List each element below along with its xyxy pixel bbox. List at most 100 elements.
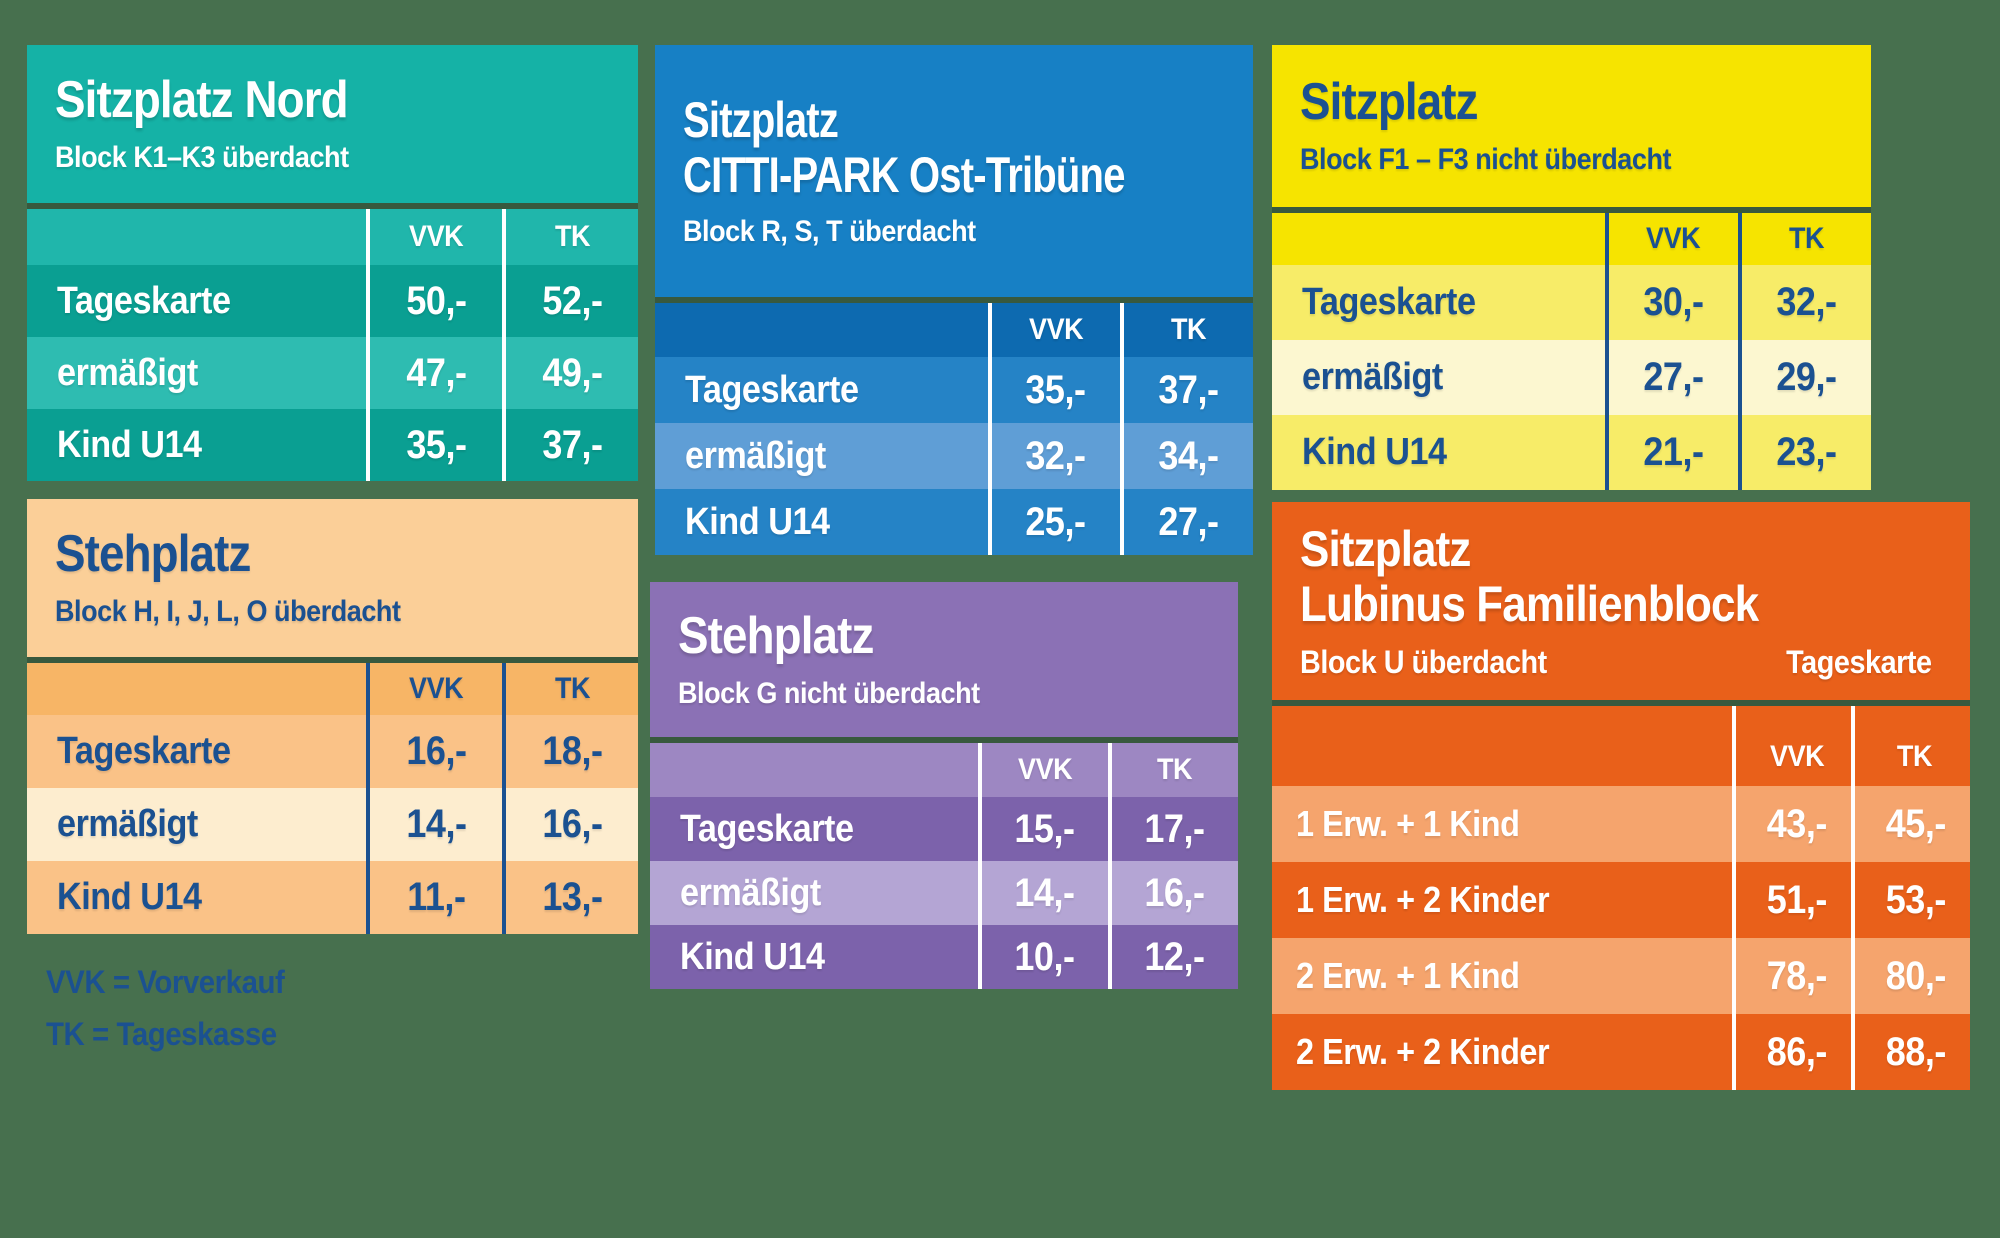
price-vvk: 86,- <box>1732 1014 1851 1090</box>
price-tk: 29,- <box>1738 340 1871 415</box>
price-row: ermäßigt 32,- 34,- <box>655 423 1253 489</box>
price-vvk: 43,- <box>1732 786 1851 862</box>
row-label: Tageskarte <box>57 730 231 772</box>
price-row: ermäßigt 47,- 49,- <box>27 337 638 409</box>
column-header-tk: TK <box>502 209 638 265</box>
price-vvk: 35,- <box>987 357 1121 423</box>
price-vvk: 14,- <box>366 788 502 861</box>
price-tk: 16,- <box>1107 861 1238 925</box>
block-label: Block U überdacht <box>1300 643 1547 680</box>
price-vvk: 50,- <box>366 265 502 337</box>
legend: VVK = Vorverkauf TK = Tageskasse <box>46 956 305 1060</box>
table-subtitle: Block F1 – F3 nicht überdacht <box>1300 143 1672 177</box>
table-header: Sitzplatz CITTI-PARK Ost-Tribüne Block R… <box>655 45 1253 297</box>
price-table-sitzplatz-citti-park: Sitzplatz CITTI-PARK Ost-Tribüne Block R… <box>655 45 1253 555</box>
legend-vvk: VVK = Vorverkauf <box>46 964 285 1000</box>
price-tk: 37,- <box>1120 357 1253 423</box>
price-row: Tageskarte 35,- 37,- <box>655 357 1253 423</box>
tageskarte-label: Tageskarte <box>1786 643 1933 680</box>
row-label: Kind U14 <box>57 876 202 918</box>
empty-corner-cell <box>1272 706 1732 786</box>
price-grid: VVK TK Tageskarte 50,- 52,- ermäßigt 47,… <box>27 203 638 481</box>
row-label: Tageskarte <box>1302 281 1476 323</box>
price-row: 1 Erw. + 2 Kinder 51,- 53,- <box>1272 862 1970 938</box>
price-tk: 17,- <box>1107 797 1238 861</box>
table-title: Stehplatz <box>678 606 874 665</box>
price-table-sitzplatz-nord: Sitzplatz Nord Block K1–K3 überdacht VVK… <box>27 45 638 481</box>
row-label: Tageskarte <box>680 807 854 850</box>
table-subtitle: Block U überdacht Tageskarte <box>1300 644 1942 681</box>
table-title: Sitzplatz <box>1300 73 1479 132</box>
column-header-row: VVK TK <box>27 663 638 715</box>
divider-shadow <box>650 737 1238 743</box>
price-row: Kind U14 25,- 27,- <box>655 489 1253 555</box>
table-subtitle: Block K1–K3 überdacht <box>55 141 349 175</box>
row-label: ermäßigt <box>685 434 826 477</box>
row-label: ermäßigt <box>680 871 821 914</box>
table-subtitle: Block G nicht überdacht <box>678 676 980 710</box>
price-grid: VVK TK 1 Erw. + 1 Kind 43,- 45,- 1 Erw. … <box>1272 700 1970 1090</box>
price-row: 2 Erw. + 2 Kinder 86,- 88,- <box>1272 1014 1970 1090</box>
price-row: 2 Erw. + 1 Kind 78,- 80,- <box>1272 938 1970 1014</box>
column-header-vvk: VVK <box>1732 706 1851 786</box>
price-tk: 88,- <box>1851 1014 1970 1090</box>
row-label: 2 Erw. + 1 Kind <box>1296 955 1520 996</box>
price-tk: 32,- <box>1738 265 1871 340</box>
table-title-line1: Sitzplatz <box>683 91 839 148</box>
column-header-tk: TK <box>1738 213 1871 265</box>
column-header-row: VVK TK <box>1272 706 1970 786</box>
row-label: ermäßigt <box>1302 356 1443 398</box>
price-table-sitzplatz-f1-f3: Sitzplatz Block F1 – F3 nicht überdacht … <box>1272 45 1871 490</box>
table-title: Sitzplatz Nord <box>55 71 349 130</box>
table-title-line1: Sitzplatz <box>1300 520 1471 577</box>
price-grid: VVK TK Tageskarte 16,- 18,- ermäßigt 14,… <box>27 657 638 934</box>
price-vvk: 10,- <box>977 925 1108 989</box>
column-header-tk: TK <box>1851 706 1970 786</box>
price-tk: 80,- <box>1851 938 1970 1014</box>
price-table-stehplatz-block-g: Stehplatz Block G nicht überdacht VVK TK… <box>650 582 1238 989</box>
price-row: ermäßigt 14,- 16,- <box>650 861 1238 925</box>
row-label: Kind U14 <box>685 500 830 543</box>
price-row: Kind U14 21,- 23,- <box>1272 415 1871 490</box>
table-header: Sitzplatz Block F1 – F3 nicht überdacht <box>1272 45 1871 207</box>
price-row: 1 Erw. + 1 Kind 43,- 45,- <box>1272 786 1970 862</box>
column-header-vvk: VVK <box>366 663 502 715</box>
price-vvk: 15,- <box>977 797 1108 861</box>
divider-shadow <box>1272 700 1970 706</box>
table-header: Stehplatz Block H, I, J, L, O überdacht <box>27 499 638 657</box>
table-title-line2: Lubinus Familienblock <box>1300 575 1759 632</box>
empty-corner-cell <box>1272 213 1605 265</box>
price-row: Tageskarte 50,- 52,- <box>27 265 638 337</box>
price-tk: 34,- <box>1120 423 1253 489</box>
column-header-row: VVK TK <box>655 303 1253 357</box>
price-vvk: 51,- <box>1732 862 1851 938</box>
column-header-tk: TK <box>1120 303 1253 357</box>
price-grid: VVK TK Tageskarte 15,- 17,- ermäßigt 14,… <box>650 737 1238 989</box>
price-table-stehplatz-covered: Stehplatz Block H, I, J, L, O überdacht … <box>27 499 638 934</box>
price-tk: 27,- <box>1120 489 1253 555</box>
price-row: Tageskarte 30,- 32,- <box>1272 265 1871 340</box>
divider-shadow <box>27 203 638 209</box>
price-vvk: 47,- <box>366 337 502 409</box>
table-subtitle: Block H, I, J, L, O überdacht <box>55 595 401 629</box>
price-vvk: 30,- <box>1605 265 1738 340</box>
table-title-line2: CITTI-PARK Ost-Tribüne <box>683 146 1125 203</box>
column-header-tk: TK <box>1107 743 1238 797</box>
legend-tk: TK = Tageskasse <box>46 1016 277 1052</box>
column-header-vvk: VVK <box>977 743 1108 797</box>
price-tk: 52,- <box>502 265 638 337</box>
price-tk: 16,- <box>502 788 638 861</box>
empty-corner-cell <box>655 303 988 357</box>
row-label: Kind U14 <box>57 423 202 466</box>
row-label: ermäßigt <box>57 803 198 845</box>
row-label: Kind U14 <box>1302 431 1447 473</box>
price-vvk: 25,- <box>987 489 1121 555</box>
price-tk: 23,- <box>1738 415 1871 490</box>
row-label: 2 Erw. + 2 Kinder <box>1296 1031 1550 1072</box>
table-header: Stehplatz Block G nicht überdacht <box>650 582 1238 737</box>
price-vvk: 27,- <box>1605 340 1738 415</box>
column-header-tk: TK <box>502 663 638 715</box>
row-label: Kind U14 <box>680 935 825 978</box>
row-label: 1 Erw. + 2 Kinder <box>1296 879 1550 920</box>
